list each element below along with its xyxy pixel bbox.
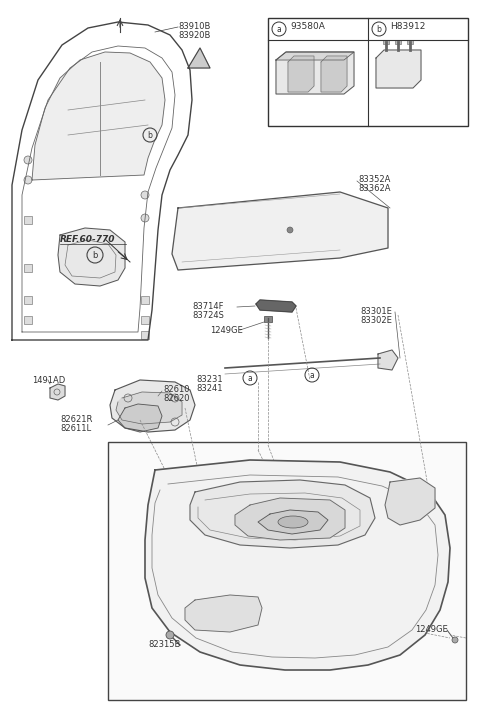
Text: H83912: H83912 — [390, 22, 425, 31]
Bar — [24, 296, 32, 304]
Polygon shape — [378, 350, 398, 370]
Polygon shape — [256, 300, 296, 312]
Text: b: b — [147, 131, 153, 139]
Polygon shape — [258, 510, 328, 534]
Bar — [24, 216, 32, 224]
Text: 1491AD: 1491AD — [32, 376, 65, 385]
Polygon shape — [288, 56, 314, 92]
Polygon shape — [145, 460, 450, 670]
Polygon shape — [188, 48, 210, 68]
Text: 83302E: 83302E — [360, 316, 392, 325]
Ellipse shape — [278, 516, 308, 528]
Polygon shape — [32, 52, 165, 180]
Polygon shape — [276, 52, 354, 60]
Polygon shape — [276, 52, 354, 94]
Polygon shape — [376, 50, 421, 88]
Bar — [395, 40, 401, 44]
Text: a: a — [248, 373, 252, 383]
Polygon shape — [118, 404, 162, 432]
Bar — [24, 264, 32, 272]
Text: 83231: 83231 — [196, 375, 223, 384]
Text: b: b — [92, 250, 98, 260]
Polygon shape — [190, 480, 375, 548]
Polygon shape — [235, 498, 345, 540]
Bar — [264, 316, 272, 322]
Polygon shape — [58, 228, 125, 286]
Text: a: a — [276, 24, 281, 34]
Text: REF.60-770: REF.60-770 — [60, 235, 116, 244]
Circle shape — [24, 156, 32, 164]
Bar — [141, 316, 149, 324]
Polygon shape — [185, 595, 262, 632]
Circle shape — [452, 637, 458, 643]
Text: 83920B: 83920B — [178, 31, 210, 40]
Polygon shape — [50, 384, 65, 400]
Polygon shape — [321, 56, 347, 92]
Bar — [108, 442, 466, 700]
Text: 82610: 82610 — [163, 385, 190, 394]
Polygon shape — [110, 380, 195, 432]
Text: a: a — [310, 370, 314, 380]
Text: 83301E: 83301E — [360, 307, 392, 316]
Text: 83362A: 83362A — [358, 184, 391, 193]
Bar — [24, 316, 32, 324]
Circle shape — [24, 176, 32, 184]
Text: 82621R: 82621R — [60, 415, 92, 424]
Polygon shape — [172, 192, 388, 270]
Bar — [383, 40, 389, 44]
Text: 83910B: 83910B — [178, 22, 210, 31]
Text: 83724S: 83724S — [192, 311, 224, 320]
Text: 83352A: 83352A — [358, 175, 390, 184]
Text: 82620: 82620 — [163, 394, 190, 403]
Text: 82611L: 82611L — [60, 424, 91, 433]
Circle shape — [141, 214, 149, 222]
Text: 1249GE: 1249GE — [415, 625, 448, 634]
Bar — [407, 40, 413, 44]
Polygon shape — [385, 478, 435, 525]
Circle shape — [166, 631, 174, 639]
Text: 82315B: 82315B — [148, 640, 180, 649]
Bar — [141, 296, 149, 304]
Text: 1249GE: 1249GE — [210, 326, 243, 335]
Circle shape — [287, 227, 293, 233]
Bar — [141, 331, 149, 339]
Bar — [268, 18, 468, 126]
Text: 83241: 83241 — [196, 384, 223, 393]
Circle shape — [141, 191, 149, 199]
Polygon shape — [116, 392, 182, 424]
Text: 83714F: 83714F — [192, 302, 224, 311]
Text: b: b — [377, 24, 382, 34]
Text: 93580A: 93580A — [290, 22, 325, 31]
